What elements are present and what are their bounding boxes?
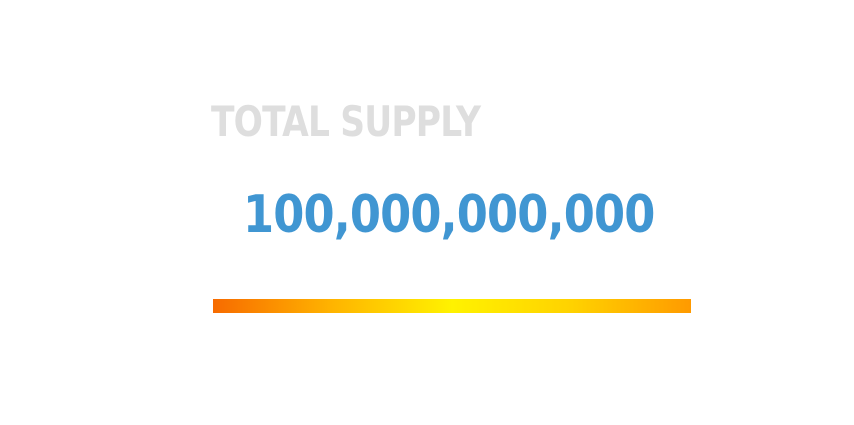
gradient-divider-bar [213, 299, 691, 313]
total-supply-value: 100,000,000,000 [243, 185, 655, 245]
total-supply-title: TOTAL SUPPLY [211, 97, 481, 146]
